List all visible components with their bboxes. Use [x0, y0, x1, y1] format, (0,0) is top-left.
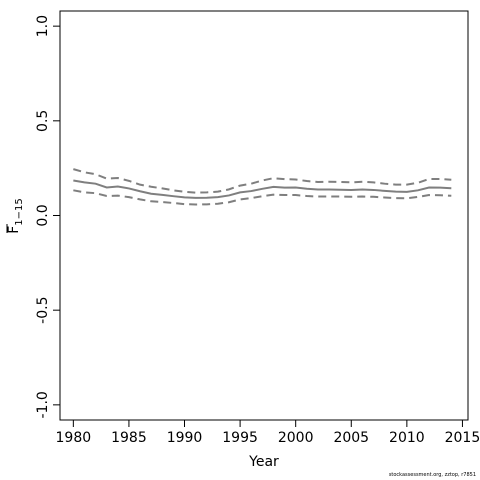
x-tick-label: 2010	[389, 430, 425, 446]
series-line-estimate	[73, 179, 452, 199]
y-tick-label: -1.0	[35, 391, 51, 418]
y-axis-title-sub: 1−15	[14, 198, 25, 225]
plot-frame	[59, 10, 469, 421]
y-tick-label: 1.0	[35, 15, 51, 37]
footer-credit: stockassessment.org, zztop, r7851	[388, 472, 476, 478]
svg-text:F1−15: F1−15	[6, 198, 25, 234]
x-axis-title: Year	[248, 454, 279, 470]
series-line-lower	[73, 189, 452, 206]
x-tick-label: 2000	[278, 430, 314, 446]
x-tick-label: 2005	[333, 430, 369, 446]
x-tick-label: 1990	[167, 430, 203, 446]
y-tick-label: 0.0	[35, 204, 51, 226]
x-axis: 1980 1985 1990 1995 2000 2005 2010 2015	[56, 420, 480, 446]
x-tick-label: 1985	[111, 430, 147, 446]
y-tick-label: -0.5	[35, 297, 51, 324]
series-layer	[73, 168, 452, 206]
y-tick-label: 0.5	[35, 110, 51, 132]
series-line-upper	[73, 168, 452, 194]
y-axis-title-main: F	[6, 226, 22, 234]
x-tick-label: 2015	[445, 430, 480, 446]
y-axis: -1.0 -0.5 0.0 0.5 1.0	[35, 15, 60, 419]
x-tick-label: 1980	[56, 430, 92, 446]
y-axis-title: F1−15	[6, 198, 25, 234]
x-tick-label: 1995	[222, 430, 258, 446]
